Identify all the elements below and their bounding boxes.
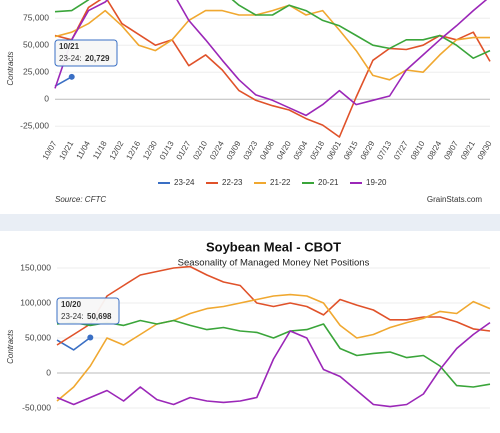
series-line (56, 293, 491, 402)
tooltip (56, 297, 120, 325)
series-line (54, 4, 490, 81)
y-tick-label: -50,000 (22, 402, 51, 412)
tooltip-title: 10/21 (59, 42, 80, 51)
tooltip-value: 50,698 (87, 312, 112, 321)
series-line (56, 319, 491, 388)
plot (54, 0, 491, 138)
tooltip-value: 20,729 (85, 54, 110, 63)
chart-title: Soybean Meal - CBOT (206, 239, 341, 254)
y-tick-label: 50,000 (23, 39, 49, 49)
y-tick-label: 0 (44, 93, 49, 103)
source: Source: CFTC (55, 195, 106, 204)
y-tick-label: 150,000 (20, 262, 51, 272)
y-tick-label: 25,000 (23, 66, 49, 76)
y-axis-label: Contracts (6, 330, 15, 364)
series-line (54, 0, 491, 59)
y-tick-label: 0 (46, 367, 51, 377)
series-line (56, 265, 491, 346)
card (0, 0, 500, 214)
tooltip-title: 10/20 (61, 300, 82, 309)
y-tick-label: -25,000 (20, 120, 49, 130)
legend-label: 23-24 (174, 178, 195, 187)
hover-point (87, 334, 94, 341)
chart-subtitle: Seasonality of Managed Money Net Positio… (178, 258, 370, 269)
tooltip (54, 39, 118, 67)
series-line (54, 0, 488, 117)
legend-label: 21-22 (270, 178, 291, 187)
y-tick-label: 50,000 (25, 332, 51, 342)
tooltip-series: 23-24: (59, 54, 82, 63)
series-line (56, 321, 491, 408)
legend-label: 22-23 (222, 178, 243, 187)
y-tick-label: 75,000 (23, 12, 49, 22)
legend-label: 20-21 (318, 178, 339, 187)
hover-point (68, 73, 75, 80)
series-line (56, 336, 91, 351)
y-axis-label: Contracts (6, 51, 15, 85)
series-line (54, 0, 491, 138)
legend-label: 19-20 (366, 178, 387, 187)
y-tick-label: 100,000 (20, 297, 51, 307)
tooltip-series: 23-24: (61, 312, 84, 321)
plot (56, 265, 491, 408)
series-line (54, 76, 73, 87)
credit: GrainStats.com (427, 195, 482, 204)
